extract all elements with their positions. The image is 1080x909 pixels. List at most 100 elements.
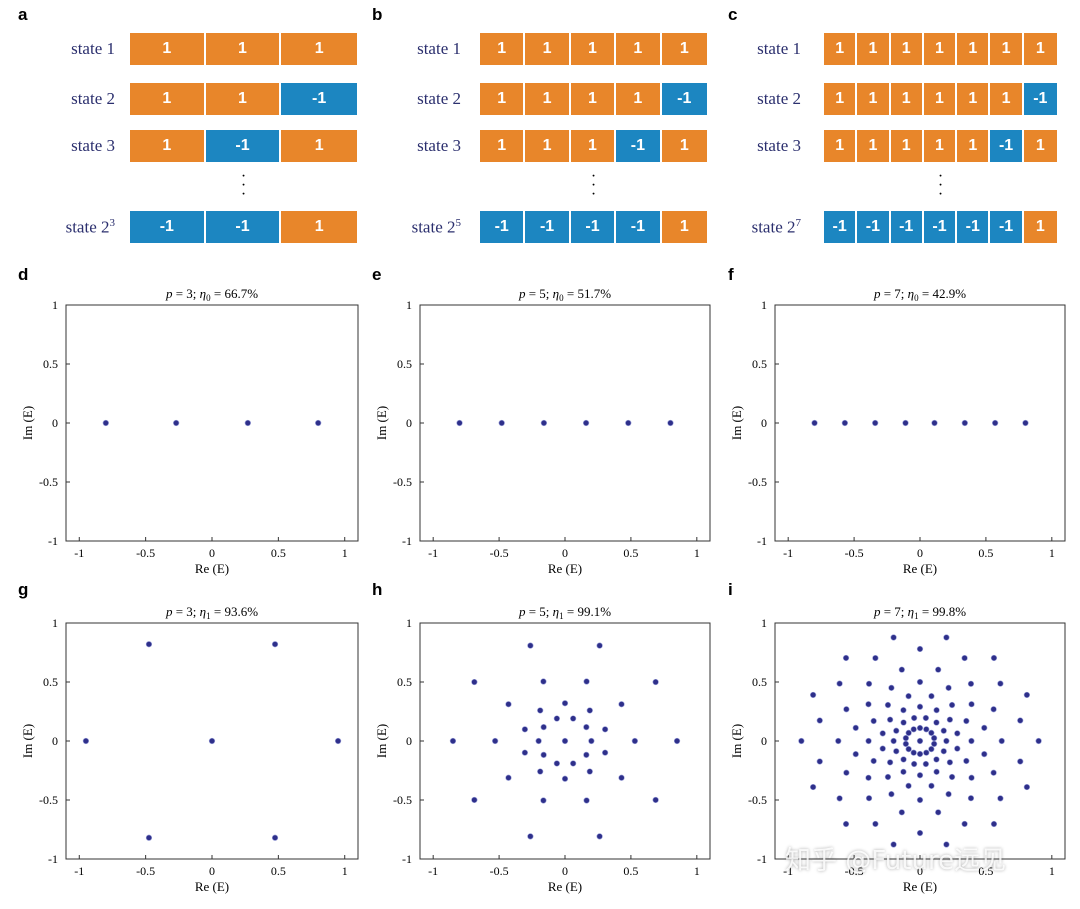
data-point (843, 706, 850, 713)
spin-cell: 1 (857, 83, 891, 115)
state-label-exponent: 3 (109, 217, 116, 229)
data-point (981, 751, 988, 758)
watermark-text: 知乎 @Future远见 (785, 846, 1007, 876)
spin-cell: 1 (957, 33, 991, 65)
data-point (842, 654, 850, 662)
spin-cell: 1 (570, 33, 617, 65)
state-label-text: state 2 (71, 89, 115, 108)
data-point (928, 693, 935, 700)
spin-cell: 1 (990, 83, 1024, 115)
data-point (887, 716, 894, 723)
spin-cell: 1 (890, 83, 924, 115)
data-point (244, 419, 251, 427)
spin-cell: 1 (890, 130, 924, 162)
state-label-text: state 1 (71, 39, 115, 58)
y-axis-label: Im (E) (729, 406, 744, 440)
spin-cell: 1 (480, 33, 526, 65)
data-point (922, 714, 929, 722)
data-point (954, 745, 961, 752)
data-point (916, 737, 924, 745)
state-label-exponent: 5 (455, 217, 462, 229)
state-label: state 27 (691, 217, 801, 238)
data-point (940, 727, 947, 734)
data-point (990, 820, 998, 828)
data-point (902, 740, 909, 747)
y-tick-label: 0 (406, 416, 412, 430)
spin-cell: -1 (130, 211, 206, 243)
x-tick-label: 0.5 (271, 546, 286, 560)
plot-title: p = 7; η0 = 42.9% (873, 286, 966, 303)
y-tick-label: -1 (402, 852, 412, 866)
x-tick-label: 0.5 (978, 864, 993, 878)
data-point (905, 745, 912, 753)
spin-cell: -1 (990, 130, 1024, 162)
spin-cell: -1 (990, 211, 1024, 243)
spin-cell: 1 (205, 33, 282, 65)
state-label-exponent: 7 (795, 217, 802, 229)
data-point (900, 756, 907, 763)
data-point (1035, 737, 1042, 745)
data-point (923, 749, 930, 756)
plot-title: p = 5; η0 = 51.7% (518, 286, 611, 303)
spin-cell: -1 (923, 211, 958, 243)
panel-letter-g: g (18, 580, 29, 599)
data-point (943, 737, 950, 745)
x-tick-label: -0.5 (136, 546, 155, 560)
spin-cell: -1 (957, 211, 991, 243)
spin-cell: 1 (923, 33, 958, 65)
data-point (586, 768, 593, 775)
y-tick-label: -1 (757, 852, 767, 866)
y-axis-label: Im (E) (20, 406, 35, 440)
y-tick-label: -1 (402, 534, 412, 548)
data-point (852, 751, 859, 758)
spin-cell: -1 (1023, 83, 1057, 115)
x-tick-label: -0.5 (845, 546, 864, 560)
data-point (879, 730, 886, 737)
data-point (933, 756, 940, 763)
data-point (537, 707, 544, 714)
y-tick-label: 0.5 (397, 357, 412, 371)
data-point (968, 774, 975, 781)
data-point (884, 701, 892, 709)
plot-title: p = 3; η0 = 66.7% (165, 286, 258, 303)
data-point (852, 724, 859, 731)
x-tick-label: 0 (562, 864, 568, 878)
spin-cell: 1 (525, 83, 571, 115)
data-point (1023, 783, 1030, 791)
data-point (505, 774, 512, 781)
spin-cell: 1 (661, 130, 707, 162)
data-point (540, 797, 547, 804)
data-point (841, 419, 848, 427)
data-point (948, 701, 956, 709)
data-point (898, 666, 905, 673)
data-point (836, 680, 843, 687)
spin-cell: 1 (857, 33, 891, 65)
spin-cell: -1 (824, 211, 858, 243)
data-point (887, 759, 894, 766)
spin-cell: 1 (890, 33, 924, 65)
y-tick-label: 0 (761, 416, 767, 430)
y-tick-label: 0 (761, 734, 767, 748)
panel-letter-h: h (372, 580, 383, 599)
spin-cell: 1 (923, 130, 958, 162)
data-point (145, 641, 153, 648)
spin-cell: -1 (205, 130, 282, 162)
state-label: state 25 (351, 217, 461, 238)
spin-cell: 1 (480, 130, 526, 162)
spin-cell: -1 (661, 83, 707, 115)
state-label: state 1 (5, 39, 115, 59)
data-point (911, 760, 918, 768)
spin-cell: -1 (525, 211, 571, 243)
y-tick-label: 1 (761, 616, 767, 630)
data-point (582, 419, 590, 427)
data-point (1017, 717, 1024, 724)
data-point (521, 749, 528, 756)
data-point (583, 797, 590, 804)
data-point (905, 729, 912, 737)
spin-cell: 1 (957, 83, 991, 115)
data-point (916, 750, 924, 758)
x-tick-label: 1 (342, 864, 348, 878)
data-point (540, 678, 547, 685)
data-point (943, 634, 950, 641)
